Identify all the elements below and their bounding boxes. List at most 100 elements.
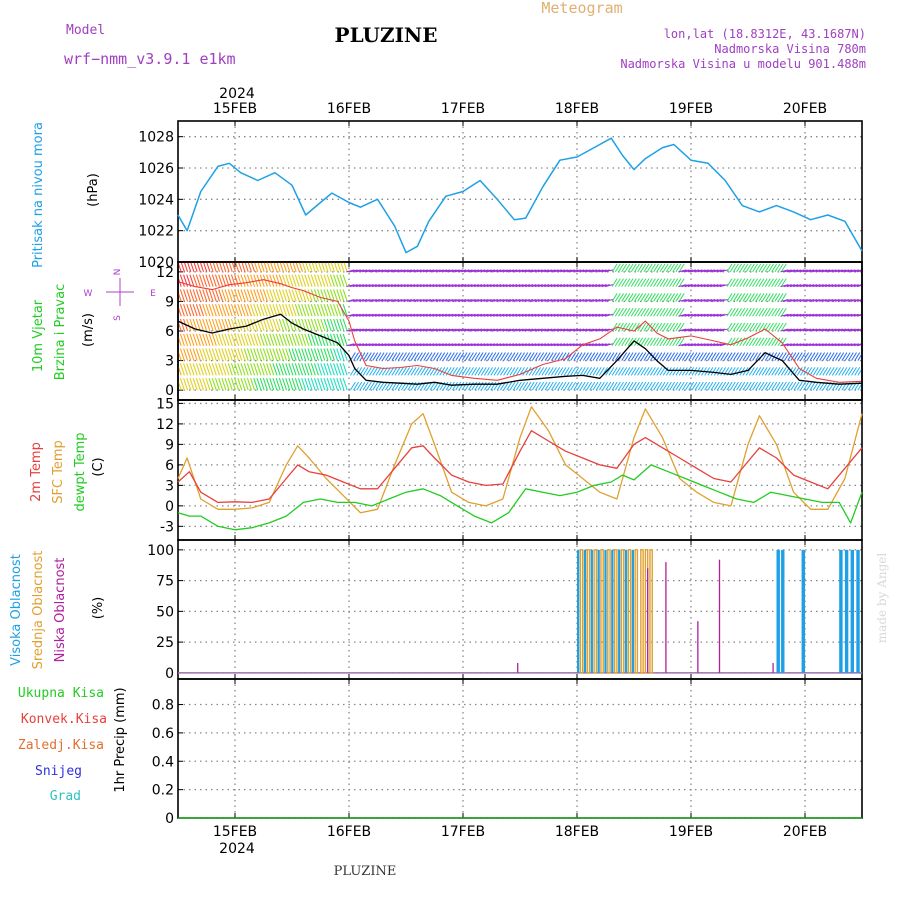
wind-barb — [805, 269, 815, 273]
wind-barb — [771, 263, 778, 273]
wind-barb — [697, 352, 704, 361]
y-tick-label: 6 — [165, 458, 174, 474]
wind-barb — [214, 274, 221, 287]
wind-barb — [687, 328, 697, 332]
wind-barb — [518, 343, 527, 347]
wind-barb — [473, 343, 483, 347]
wind-barb — [493, 367, 500, 376]
wind-barb — [716, 328, 725, 332]
cloud-high-bar — [856, 549, 860, 673]
wind-barb — [346, 328, 355, 332]
y-tick-label: 0.4 — [152, 754, 174, 770]
wind-barb — [503, 381, 510, 391]
wind-barb — [195, 363, 201, 376]
wind-barb — [719, 298, 728, 302]
wind-barb — [656, 322, 663, 332]
wind-barb — [329, 289, 335, 302]
wind-barb — [455, 367, 462, 376]
wind-barb — [259, 274, 265, 287]
wind-barb — [537, 284, 547, 288]
wind-barb — [282, 262, 288, 273]
wind-barb — [282, 318, 288, 332]
wind-barb — [662, 263, 669, 273]
wind-barb — [291, 363, 297, 376]
wind-barb — [273, 262, 278, 273]
wind-barb — [828, 343, 837, 347]
wind-barb — [234, 274, 240, 287]
wind-barb — [739, 352, 746, 361]
wind-barb — [560, 269, 569, 273]
wind-barb — [365, 313, 374, 317]
wind-barb — [703, 298, 712, 302]
wind-barb — [521, 284, 531, 288]
wind-barb — [390, 284, 400, 288]
wind-barb — [317, 262, 323, 273]
wind-barb — [372, 381, 379, 391]
wind-barb — [192, 304, 198, 317]
wind-barb — [710, 284, 719, 288]
wind-barb — [246, 377, 252, 391]
cloud-mid-bar — [579, 549, 584, 674]
wind-barb — [178, 319, 182, 332]
wind-barb — [189, 274, 195, 287]
wind-barb — [435, 284, 444, 288]
wind-barb — [190, 262, 195, 273]
wind-barb — [799, 343, 808, 347]
wind-barb — [390, 269, 400, 273]
wind-barb — [346, 313, 355, 317]
wind-barb — [572, 343, 582, 347]
wind-barb — [579, 284, 588, 288]
wind-barb — [257, 262, 262, 273]
wind-barb — [755, 307, 762, 317]
wind-barb — [522, 352, 529, 361]
wind-barb — [579, 298, 588, 302]
wind-barb — [512, 298, 521, 302]
wind-barb — [745, 381, 752, 391]
wind-barb — [304, 333, 310, 346]
wind-barb — [659, 322, 666, 332]
wind-barb — [550, 343, 559, 347]
wind-barb — [288, 304, 294, 317]
wind-barb — [745, 278, 752, 287]
wind-barb — [301, 262, 307, 273]
wind-barb — [445, 381, 452, 391]
wind-barb — [234, 333, 240, 346]
wind-barb — [825, 298, 834, 302]
wind-barb — [841, 284, 850, 288]
wind-barb — [611, 293, 618, 302]
wind-barb — [435, 328, 444, 332]
wind-barb — [662, 293, 669, 302]
wind-barb — [509, 367, 516, 376]
wind-barb — [541, 367, 548, 376]
wind-barb — [227, 304, 233, 317]
wind-barb — [528, 298, 537, 302]
wind-barb — [818, 313, 827, 317]
wind-barb — [276, 262, 281, 273]
wind-barb — [700, 269, 709, 273]
wind-barb — [675, 263, 682, 273]
wind-barb — [365, 343, 374, 347]
wind-barb — [703, 269, 712, 273]
wind-barb — [329, 377, 335, 391]
wind-barb — [819, 352, 826, 361]
wind-barb — [224, 377, 230, 391]
wind-barb — [697, 313, 706, 317]
wind-barb — [678, 263, 685, 273]
wind-barb — [352, 328, 361, 332]
wind-barb — [857, 353, 862, 361]
wind-barb — [672, 337, 679, 347]
wind-barb — [246, 274, 252, 287]
wind-barb — [214, 333, 221, 346]
wind-barb — [214, 363, 221, 376]
wind-barb — [512, 269, 521, 273]
wind-barb — [777, 278, 784, 287]
wind-barb — [269, 262, 275, 273]
wind-barb — [477, 328, 486, 332]
wind-barb — [339, 363, 345, 376]
wind-barb — [783, 269, 792, 273]
wind-barb — [388, 367, 395, 376]
wind-speed-line — [177, 313, 863, 386]
wind-barb — [739, 293, 746, 302]
wind-barb — [627, 293, 634, 302]
wind-barb — [726, 352, 733, 361]
